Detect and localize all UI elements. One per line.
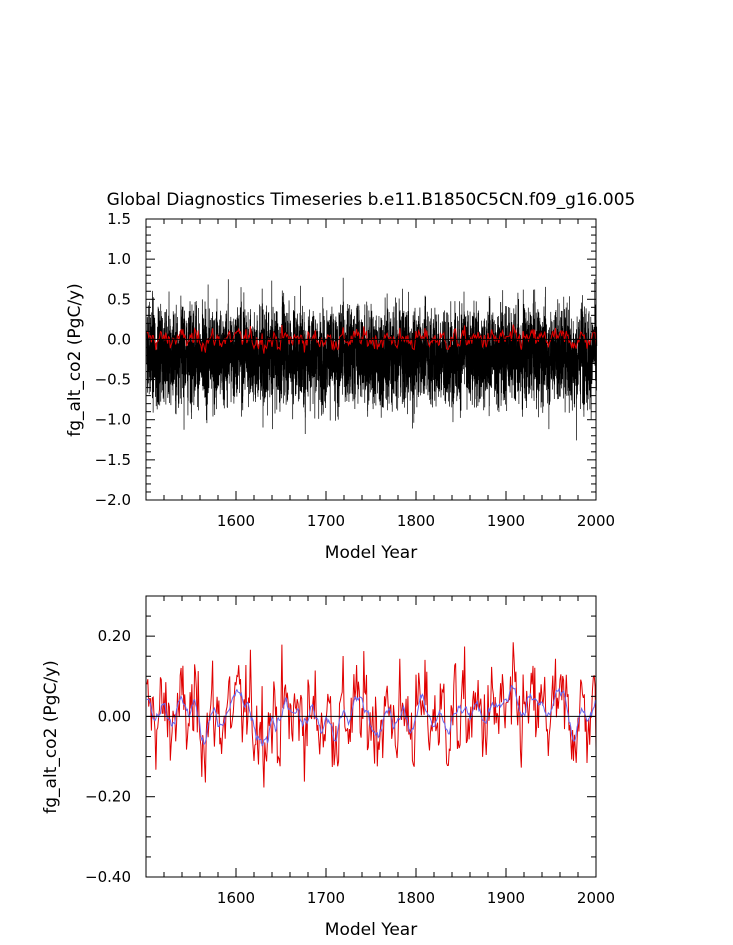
y-tick-label: 0.00 bbox=[98, 707, 131, 725]
x-tick-label: 1600 bbox=[217, 512, 255, 530]
series-line-1 bbox=[146, 277, 598, 441]
y-tick-label: −2.0 bbox=[95, 491, 131, 509]
x-tick-label: 1700 bbox=[307, 889, 345, 907]
y-tick-label: 0.20 bbox=[98, 627, 131, 645]
top-y-axis-label: fg_alt_co2 (PgC/y) bbox=[65, 283, 85, 437]
y-tick-label: −1.5 bbox=[95, 451, 131, 469]
x-tick-label: 1900 bbox=[487, 512, 525, 530]
x-tick-label: 2000 bbox=[577, 512, 615, 530]
top-y-axis: −2.0 −1.5 −1.0 −0.5 0.0 0.5 1.0 1.5 bbox=[95, 210, 596, 509]
top-plot-area bbox=[146, 277, 598, 441]
series-line-1 bbox=[146, 642, 597, 788]
x-tick-label: 1800 bbox=[397, 512, 435, 530]
x-tick-label: 2000 bbox=[577, 889, 615, 907]
series-line-2 bbox=[146, 684, 597, 747]
y-tick-label: 0.0 bbox=[107, 330, 131, 348]
series-line-2 bbox=[146, 324, 597, 354]
x-tick-label: 1900 bbox=[487, 889, 525, 907]
x-tick-label: 1800 bbox=[397, 889, 435, 907]
top-panel: Global Diagnostics Timeseries b.e11.B185… bbox=[65, 190, 635, 563]
bottom-plot-area bbox=[146, 642, 597, 788]
y-tick-label: −0.20 bbox=[85, 788, 131, 806]
bottom-x-axis-label: Model Year bbox=[325, 920, 417, 940]
y-tick-label: 1.5 bbox=[107, 210, 131, 228]
y-tick-label: −1.0 bbox=[95, 411, 131, 429]
bottom-y-axis: −0.40 −0.20 0.00 0.20 bbox=[85, 595, 596, 886]
chart-title: Global Diagnostics Timeseries b.e11.B185… bbox=[107, 190, 636, 210]
y-tick-label: 0.5 bbox=[107, 290, 131, 308]
x-tick-label: 1600 bbox=[217, 889, 255, 907]
x-tick-label: 1700 bbox=[307, 512, 345, 530]
y-tick-label: −0.5 bbox=[95, 371, 131, 389]
bottom-panel: 1600 1700 1800 1900 2000 −0.40−0.200.000.20 … bbox=[41, 595, 615, 940]
top-plot-frame bbox=[145, 218, 597, 501]
top-x-axis: 1600 1700 1800 1900 2000 bbox=[145, 219, 615, 530]
y-tick-label: 1.0 bbox=[107, 250, 131, 268]
top-x-axis-label: Model Year bbox=[325, 543, 417, 563]
bottom-x-axis: 1600 1700 1800 1900 2000 bbox=[145, 596, 615, 907]
bottom-y-axis-label: fg_alt_co2 (PgC/y) bbox=[41, 660, 61, 814]
y-tick-label: −0.40 bbox=[85, 868, 131, 886]
